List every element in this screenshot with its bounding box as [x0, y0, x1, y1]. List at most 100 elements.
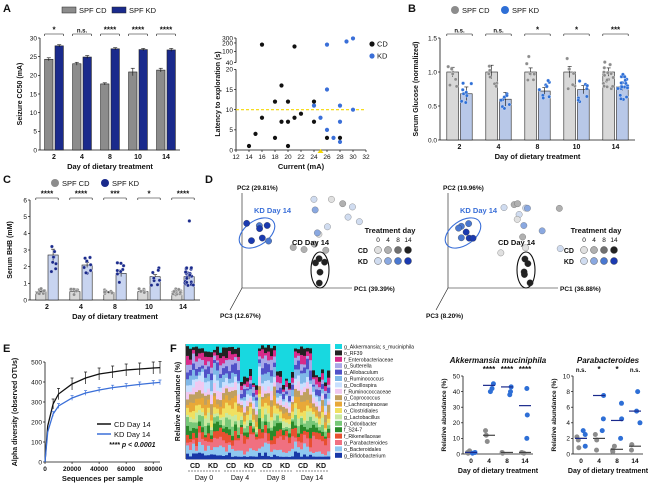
stack-segment — [324, 431, 328, 437]
stack-segment — [297, 381, 301, 391]
stack-segment — [228, 346, 232, 351]
x-tick-label: 10 — [134, 154, 142, 161]
stack-segment — [261, 455, 265, 460]
stack-segment — [207, 454, 211, 460]
stack-segment — [228, 370, 232, 379]
stack-segment — [270, 406, 274, 418]
stack-segment — [276, 405, 280, 409]
legend-swatch — [335, 420, 342, 426]
data-point — [337, 119, 343, 124]
y-tick-label: 0 — [23, 297, 27, 304]
bar — [446, 71, 459, 141]
data-point — [619, 85, 624, 89]
stack-segment — [231, 372, 235, 383]
stack-segment — [294, 437, 298, 442]
stack-segment — [327, 398, 331, 402]
data-point — [259, 42, 265, 47]
y-tick-label: 300 — [31, 399, 42, 406]
legend-swatch — [335, 433, 342, 439]
stack-segment — [279, 393, 283, 396]
stack-segment — [273, 443, 277, 450]
stack-segment — [246, 410, 250, 415]
stack-segment — [321, 431, 325, 437]
x-tick-label: 10 — [573, 144, 581, 151]
stack-segment — [234, 356, 238, 364]
data-point — [121, 263, 126, 268]
stack-segment — [282, 439, 286, 453]
stack-segment — [249, 448, 253, 457]
x-tick-label: 26 — [323, 154, 331, 161]
chart-title: Akkermansia muciniphila — [449, 356, 547, 365]
stack-segment — [243, 388, 247, 398]
stack-segment — [237, 344, 241, 348]
stack-segment — [240, 450, 244, 457]
stack-segment — [312, 411, 316, 415]
stack-segment — [300, 373, 304, 384]
stack-segment — [297, 408, 301, 419]
stack-segment — [219, 414, 223, 418]
panel-label-f: F — [170, 343, 177, 355]
stack-segment — [300, 424, 304, 434]
legend-marker — [610, 246, 618, 254]
stack-segment — [195, 398, 199, 406]
stack-segment — [315, 438, 319, 452]
stack-segment — [252, 428, 256, 433]
stack-segment — [246, 414, 250, 421]
stack-segment — [300, 363, 304, 371]
stack-segment — [270, 344, 274, 349]
stack-segment — [324, 456, 328, 460]
y-tick-label: 5 — [23, 214, 27, 221]
stack-segment — [318, 405, 322, 412]
stack-segment — [321, 379, 325, 385]
stack-segment — [291, 417, 295, 420]
stack-segment — [267, 360, 271, 365]
stack-segment — [267, 371, 271, 381]
bar — [524, 71, 537, 141]
data-point — [464, 90, 469, 95]
x-tick-label: 12 — [232, 154, 240, 161]
stack-segment — [264, 393, 268, 398]
stack-segment — [198, 421, 202, 426]
y-axis-label: Relative abundance (%) — [551, 379, 558, 452]
legend-label: g_Coprococcus — [344, 396, 380, 402]
stat-label: **** p < 0.0001 — [109, 442, 156, 449]
stack-segment — [270, 439, 274, 445]
data-point — [488, 75, 492, 79]
stack-segment — [249, 388, 253, 396]
stack-segment — [243, 456, 247, 460]
stack-segment — [267, 386, 271, 394]
x-tick-label: 0 — [43, 466, 47, 473]
y-tick-label: 100 — [31, 439, 42, 446]
stack-segment — [231, 353, 235, 360]
stack-segment — [261, 383, 265, 387]
legend-label: o_Clostridiales — [344, 409, 378, 415]
stack-segment — [315, 416, 319, 419]
stack-segment — [258, 389, 262, 394]
data-point — [248, 237, 255, 244]
data-point — [150, 270, 155, 275]
stack-segment — [234, 450, 238, 457]
stack-segment — [312, 344, 316, 371]
stack-segment — [282, 398, 286, 402]
x-tick-label: 2 — [458, 144, 462, 151]
stack-segment — [186, 407, 190, 415]
stack-segment — [255, 397, 259, 401]
data-point — [315, 255, 323, 263]
stack-segment — [225, 344, 229, 348]
data-point — [610, 449, 616, 455]
data-point — [454, 84, 459, 89]
data-point — [88, 255, 92, 260]
stack-segment — [297, 355, 301, 361]
bar — [616, 86, 629, 141]
stack-segment — [312, 386, 316, 392]
group-label: Day 0 — [195, 475, 213, 482]
stack-segment — [276, 415, 280, 424]
stack-segment — [252, 386, 256, 393]
stack-segment — [264, 452, 268, 460]
y-tick-label: 0.0 — [428, 137, 437, 144]
stack-segment — [312, 435, 316, 453]
stack-segment — [243, 383, 247, 386]
stack-segment — [321, 440, 325, 454]
stack-segment — [213, 374, 217, 384]
x-tick-label: 20000 — [63, 466, 81, 473]
